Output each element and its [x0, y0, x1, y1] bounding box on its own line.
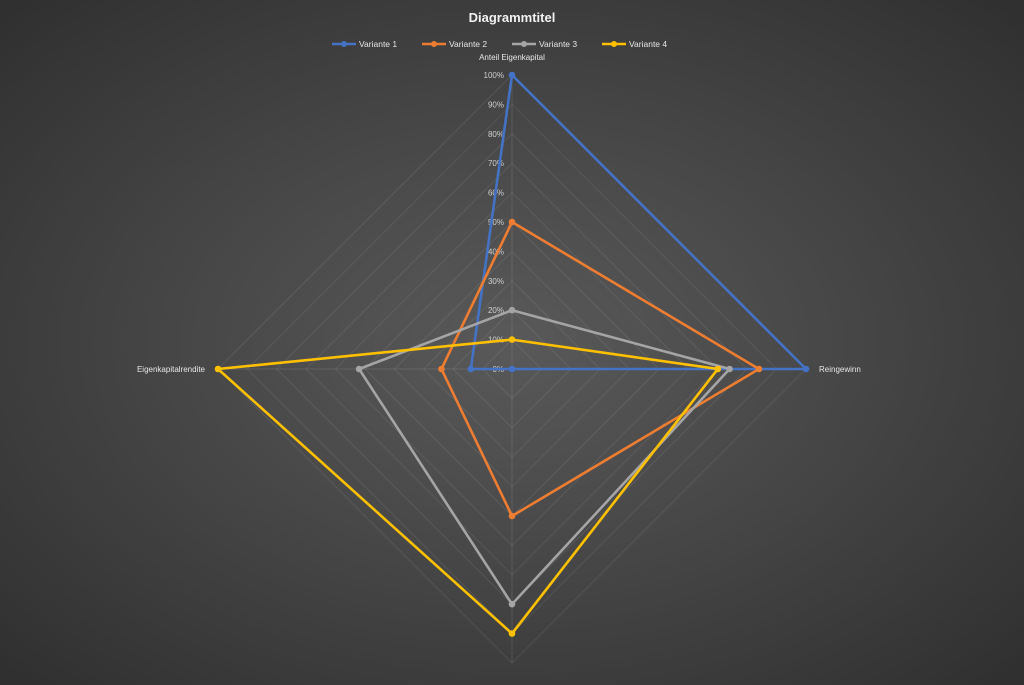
data-point — [726, 365, 733, 373]
data-point — [214, 365, 222, 373]
series-line — [469, 72, 810, 371]
grid-ring — [423, 280, 601, 458]
series-variante-2 — [438, 218, 763, 520]
data-point — [508, 306, 516, 314]
data-point — [508, 336, 516, 343]
data-point — [508, 630, 516, 637]
data-point — [438, 365, 445, 373]
legend-swatch-marker — [521, 41, 527, 47]
grid-ring — [393, 250, 631, 488]
category-label-eigenkapitalrendite: Eigenkapitalrendite — [137, 365, 206, 374]
category-label-anteil-eigenkapital: Anteil Eigenkapital — [479, 53, 545, 62]
tick-label: 80% — [488, 130, 504, 139]
grid-ring — [335, 192, 689, 546]
legend-item-variante-4: Variante 4 — [602, 39, 667, 49]
data-point — [467, 365, 475, 373]
data-point — [355, 365, 363, 373]
legend-label: Variante 4 — [629, 39, 667, 49]
legend: Variante 1 Variante 2 Variante 3 Variante 4 — [332, 39, 667, 49]
category-label-reingewinn: Reingewinn — [819, 365, 861, 374]
data-point — [508, 71, 516, 79]
series-layer — [214, 71, 810, 637]
series-line — [357, 308, 732, 607]
legend-label: Variante 3 — [539, 39, 577, 49]
grid-ring — [305, 162, 719, 576]
data-point — [508, 218, 516, 226]
data-point — [508, 512, 516, 520]
legend-swatch-marker — [341, 41, 347, 47]
data-point — [508, 600, 516, 608]
chart-title: Diagrammtitel — [469, 10, 556, 25]
series-variante-3 — [355, 306, 733, 608]
tick-label: 50% — [488, 218, 504, 227]
data-point — [802, 365, 810, 373]
grid-ring — [482, 339, 542, 399]
tick-label: 90% — [488, 100, 504, 109]
data-point — [755, 365, 763, 373]
legend-swatch-marker — [611, 41, 617, 47]
legend-item-variante-2: Variante 2 — [422, 39, 487, 49]
series-variante-4 — [214, 336, 722, 637]
tick-label: 40% — [488, 247, 504, 256]
tick-label: 20% — [488, 306, 504, 315]
legend-label: Variante 2 — [449, 39, 487, 49]
legend-item-variante-3: Variante 3 — [512, 39, 577, 49]
legend-swatch-marker — [431, 41, 437, 47]
data-point — [714, 365, 722, 373]
tick-label: 70% — [488, 159, 504, 168]
category-labels: Anteil EigenkapitalReingewinnAnteil Frem… — [137, 53, 861, 374]
legend-item-variante-1: Variante 1 — [332, 39, 397, 49]
tick-label: 100% — [484, 71, 504, 80]
tick-label: 30% — [488, 277, 504, 286]
legend-label: Variante 1 — [359, 39, 397, 49]
data-point — [508, 365, 516, 373]
series-variante-1 — [467, 71, 810, 373]
